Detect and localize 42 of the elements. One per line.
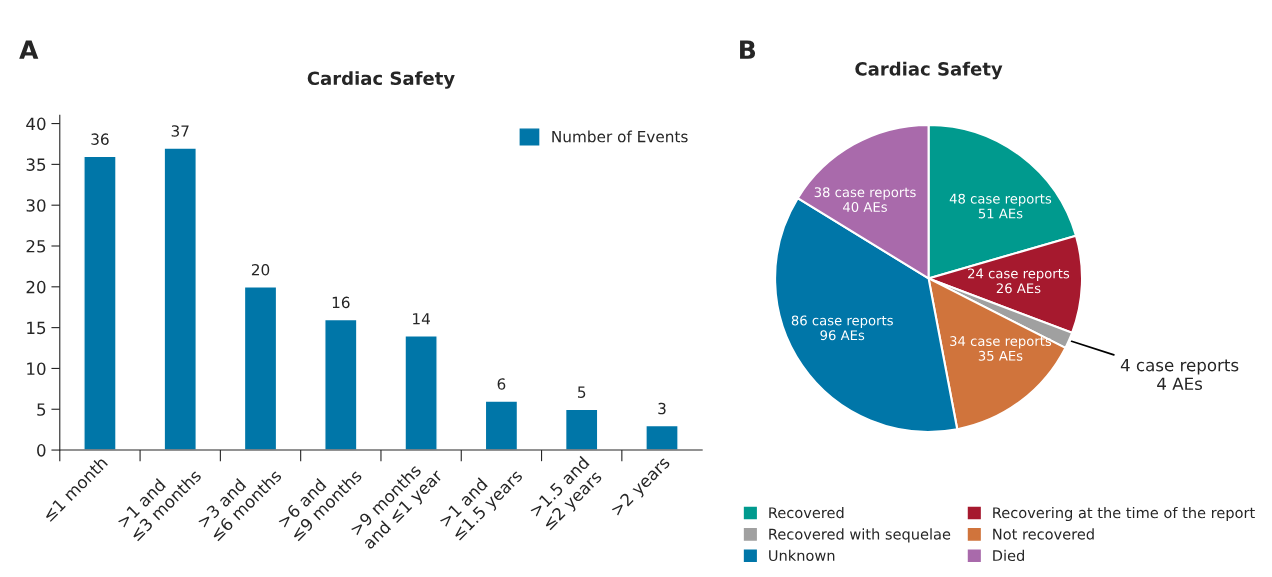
text: B (740, 40, 756, 59)
y-tick-label: 35 (26, 158, 46, 171)
legend-label: Recovered (769, 506, 844, 519)
y-tick-label: 5 (37, 403, 46, 416)
bar (564, 408, 599, 451)
data-label: 48 case reports 51 AEs (949, 193, 1052, 219)
data-label: 5 (578, 386, 586, 398)
legend-label: Died (993, 549, 1024, 562)
chart-title: Cardiac Safety (307, 71, 455, 89)
legend-label: Unknown (769, 549, 835, 562)
bar (83, 155, 117, 451)
y-tick-label: 0 (37, 444, 46, 457)
bar (484, 400, 519, 451)
legend-label: Recovering at the time of the report (993, 506, 1255, 522)
data-label: 20 (251, 263, 270, 276)
y-tick-label: 30 (26, 199, 46, 212)
data-label: 86 case reports 96 AEs (791, 315, 893, 341)
chart-title: Cardiac Safety (855, 61, 1003, 80)
data-label: 34 case reports 35 AEs (950, 336, 1052, 361)
y-tick-label: 15 (27, 321, 46, 335)
data-label: 4 case reports 4 AEs (1120, 359, 1239, 391)
legend-label: Not recovered (993, 528, 1094, 540)
y-tick-label: 40 (26, 117, 46, 131)
data-label: 3 (658, 402, 666, 415)
data-label: 14 (413, 313, 430, 325)
bar (645, 424, 679, 451)
data-label: 16 (332, 296, 350, 309)
legend-label: Number of Events (552, 130, 688, 143)
data-label: 6 (497, 378, 506, 390)
bar (163, 147, 197, 451)
data-label: 38 case reports 40 AEs (814, 187, 916, 212)
bar (243, 286, 278, 451)
bar (324, 318, 358, 451)
data-label: 36 (91, 133, 109, 145)
text: A (19, 40, 39, 59)
y-tick-label: 10 (27, 362, 46, 375)
y-tick-label: 25 (26, 239, 46, 253)
data-label: 24 case reports 26 AEs (968, 268, 1070, 294)
data-label: 37 (171, 125, 189, 137)
legend-label: Recovered with sequelae (769, 528, 951, 543)
bar (404, 335, 438, 451)
y-tick-label: 20 (26, 280, 46, 294)
